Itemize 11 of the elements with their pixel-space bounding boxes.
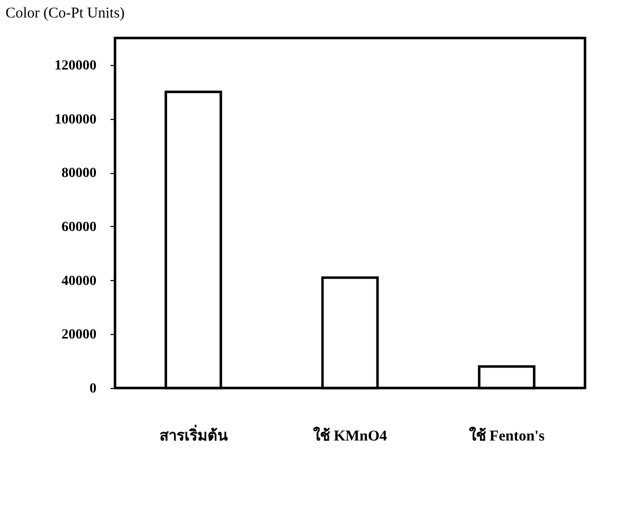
x-tick-label: ใช้ KMnO4 xyxy=(312,426,388,444)
y-axis-title: Color (Co-Pt Units) xyxy=(6,6,125,22)
y-tick-label: 40000 xyxy=(62,274,96,289)
x-tick-label: ใช้ Fenton's xyxy=(468,426,545,444)
y-tick-label: 100000 xyxy=(54,112,96,128)
y-tick-label: 0 xyxy=(90,382,96,396)
y-tick-label: 80000 xyxy=(62,166,96,182)
y-tick-label: 60000 xyxy=(62,220,96,235)
x-tick-label: สารเริ่มต้น xyxy=(159,424,228,444)
y-tick-label: 120000 xyxy=(54,58,96,74)
y-tick-label: 20000 xyxy=(62,328,96,343)
